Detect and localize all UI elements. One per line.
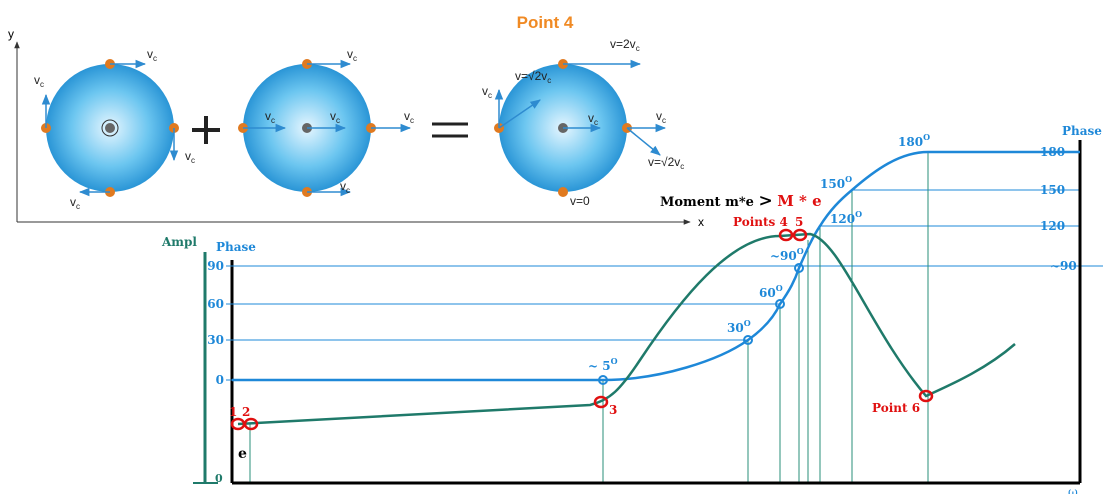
y-label: y — [8, 27, 14, 41]
amplitude-curve — [238, 234, 1015, 424]
phase-annotation-value: 180 — [898, 135, 923, 149]
plus — [192, 116, 220, 144]
phase-annotation-degree: O — [797, 246, 804, 256]
phase-tick-label: 30 — [207, 333, 224, 347]
contact-dot — [558, 187, 568, 197]
velocity-main: v=√2v — [515, 69, 547, 83]
phase-annotation-value: 150 — [820, 177, 845, 191]
phase-grid — [232, 152, 1103, 340]
phase-annotation-degree: O — [776, 283, 783, 293]
phase-right-tick-label: 150 — [1040, 183, 1065, 197]
phase-annotation-degree: O — [923, 132, 930, 142]
velocity-label: vc — [185, 149, 195, 165]
phase-tick-label: 90 — [207, 259, 224, 273]
velocity-label: vc — [70, 195, 80, 211]
velocity-sub: c — [76, 202, 80, 211]
velocity-sub: c — [547, 76, 551, 85]
equals — [432, 124, 468, 136]
e-label: e — [238, 446, 247, 462]
top-illustration: Point 4 y x ω vcvcvcvcvcvcvcvcvcvcv=√2vc… — [8, 13, 704, 229]
phase-label-right: Phase — [1062, 124, 1102, 138]
velocity-label: vc — [656, 109, 666, 125]
phase-annotation-value: ~ 5 — [588, 359, 611, 373]
phase-right-tick-label: 180 — [1040, 145, 1065, 159]
point-label: 3 — [609, 403, 617, 417]
phase-annotation-degree: O — [744, 318, 751, 328]
velocity-label: v=2vc — [610, 37, 640, 53]
x-axis-label: ω — [1068, 485, 1078, 494]
phase-annotation: 150O — [820, 174, 852, 191]
velocity-main: v=2v — [610, 37, 636, 51]
diagram: Point 4 y x ω vcvcvcvcvcvcvcvcvcvcv=√2vc… — [0, 0, 1103, 494]
phase-annotation-degree: O — [845, 174, 852, 184]
velocity-sub: c — [594, 118, 598, 127]
velocity-label: vc — [340, 179, 350, 195]
velocity-sub: c — [662, 116, 666, 125]
velocity-arrow — [627, 128, 660, 155]
phase-annotation-value: 60 — [759, 286, 776, 300]
velocity-sub: c — [636, 44, 640, 53]
moment-relation: > — [758, 191, 772, 211]
moment-label: Moment m*e > M * e — [660, 191, 822, 211]
point-label: 2 — [242, 405, 250, 419]
title: Point 4 — [517, 13, 574, 32]
phase-annotation: ~90O — [770, 246, 804, 263]
phase-annotation-value: ~90 — [770, 249, 797, 263]
velocity-sub: c — [410, 116, 414, 125]
point-markers — [232, 230, 932, 429]
velocity-main: v=0 — [570, 194, 590, 208]
velocity-label: v=√2vc — [648, 155, 684, 171]
velocity-sub: c — [40, 80, 44, 89]
phase-annotation-degree: O — [855, 209, 862, 219]
velocity-main: v=√2v — [648, 155, 680, 169]
velocity-label: vc — [482, 84, 492, 100]
velocity-sub: c — [353, 54, 357, 63]
velocity-sub: c — [336, 116, 340, 125]
phase-annotation-value: 120 — [830, 212, 855, 226]
moment-prefix: Moment m*e — [660, 195, 754, 210]
ampl-label: Ampl — [161, 235, 197, 249]
velocity-label: vc — [404, 109, 414, 125]
point-label: 1 — [229, 405, 237, 419]
velocity-sub: c — [153, 54, 157, 63]
phase-annotation-degree: O — [611, 356, 618, 366]
velocity-label: v=√2vc — [515, 69, 551, 85]
point-label: Point 6 — [872, 401, 920, 415]
phase-tick-label: 0 — [216, 373, 224, 387]
phase-annotation-value: 30 — [727, 321, 744, 335]
velocity-sub: c — [191, 156, 195, 165]
phase-label-left: Phase — [216, 240, 256, 254]
phase-tick-label: 60 — [207, 297, 224, 311]
ball-center — [105, 123, 115, 133]
velocity-sub: c — [346, 186, 350, 195]
phase-annotation: 180O — [898, 132, 930, 149]
phase-annotation: ~ 5O — [588, 356, 618, 373]
phase-annotation: 60O — [759, 283, 783, 300]
phase-annotation: 120O — [830, 209, 862, 226]
moment-suffix: M * e — [777, 192, 821, 210]
point-label: 5 — [795, 215, 803, 229]
velocity-label: vc — [34, 73, 44, 89]
ampl-tick: 0 — [215, 472, 223, 485]
velocity-label: vc — [147, 47, 157, 63]
point-label: Points 4 — [733, 215, 788, 229]
velocity-sub: c — [271, 116, 275, 125]
phase-right-tick-label: 120 — [1040, 219, 1065, 233]
velocity-sub: c — [488, 91, 492, 100]
x-label: x — [698, 215, 704, 229]
phase-right-tick-label: ~90 — [1050, 259, 1077, 273]
phase-annotation: 30O — [727, 318, 751, 335]
velocity-label: vc — [347, 47, 357, 63]
velocity-sub: c — [680, 162, 684, 171]
velocity-label: v=0 — [570, 194, 590, 208]
